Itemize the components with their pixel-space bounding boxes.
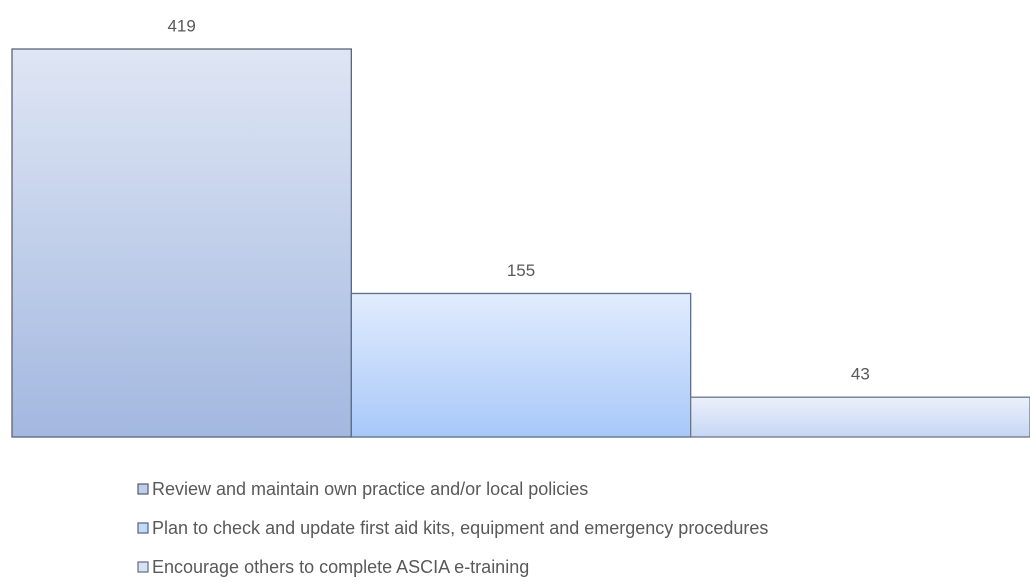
legend-swatch — [137, 483, 149, 495]
bar — [11, 48, 352, 438]
data-label: 155 — [507, 261, 535, 280]
legend-swatch — [137, 561, 149, 573]
data-label: 419 — [167, 16, 195, 35]
bar — [690, 396, 1030, 438]
legend-swatch — [137, 522, 149, 534]
legend-label: Review and maintain own practice and/or … — [152, 479, 588, 499]
legend-label: Plan to check and update first aid kits,… — [152, 518, 768, 538]
bar — [350, 292, 692, 438]
legend-label: Encourage others to complete ASCIA e-tra… — [152, 557, 529, 577]
data-label: 43 — [851, 365, 870, 384]
